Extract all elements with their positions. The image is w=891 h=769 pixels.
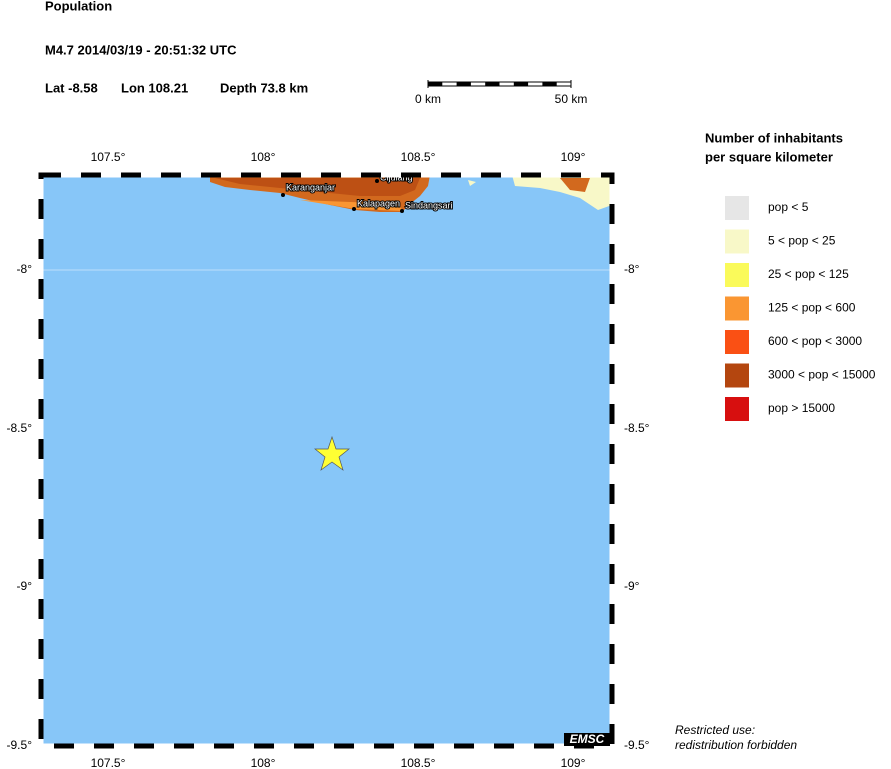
legend-title: Number of inhabitants <box>705 130 843 145</box>
legend-label: pop < 5 <box>768 200 809 214</box>
x-tick-label: 108° <box>251 150 276 164</box>
lon: Lon 108.21 <box>121 80 188 95</box>
lat: Lat -8.58 <box>45 80 98 95</box>
legend-swatch <box>725 330 749 354</box>
legend-label: pop > 15000 <box>768 401 835 415</box>
x-tick-label: 108° <box>251 756 276 769</box>
title: Population <box>45 0 112 13</box>
legend-label: 3000 < pop < 15000 <box>768 368 876 382</box>
land <box>300 200 402 211</box>
x-tick-label: 109° <box>561 756 586 769</box>
note: Restricted use: <box>675 723 755 737</box>
epicenter <box>314 435 350 471</box>
x-tick-label: 108.5° <box>401 756 436 769</box>
y-tick-label: -9° <box>17 579 33 593</box>
island <box>468 180 476 186</box>
map: Karanganjar Cijulang Kalapagen Sindangsa… <box>38 171 615 749</box>
y-tick-label: -9.5° <box>624 738 650 752</box>
x-tick-label: 107.5° <box>91 756 126 769</box>
legend-swatch <box>725 296 749 321</box>
scale-start: 0 km <box>415 92 441 106</box>
scale-end: 50 km <box>555 92 588 106</box>
city-label: Karanganjar <box>286 182 335 192</box>
legend-swatch <box>725 363 749 388</box>
note: redistribution forbidden <box>675 738 797 752</box>
y-tick-label: -9° <box>624 579 640 593</box>
y-tick-label: -8° <box>624 262 640 276</box>
y-tick-label: -8° <box>17 262 33 276</box>
city-label: Kalapagen <box>357 198 400 208</box>
y-tick-label: -8.5° <box>7 421 33 435</box>
legend-swatch <box>725 229 749 254</box>
legend-swatch <box>725 397 749 421</box>
city-label: Sindangsari <box>405 200 453 210</box>
x-tick-label: 107.5° <box>91 150 126 164</box>
x-tick-label: 108.5° <box>401 150 436 164</box>
legend-label: 25 < pop < 125 <box>768 267 849 281</box>
logo: EMSC <box>570 732 605 746</box>
y-tick-label: -9.5° <box>7 738 33 752</box>
x-tick-label: 109° <box>561 150 586 164</box>
scale-bar <box>427 80 572 88</box>
legend-label: 5 < pop < 25 <box>768 234 836 248</box>
land-dense <box>560 178 590 192</box>
legend-label: 125 < pop < 600 <box>768 301 856 315</box>
depth: Depth 73.8 km <box>220 80 308 95</box>
legend-swatch <box>725 196 749 220</box>
land-dense <box>215 178 420 196</box>
y-tick-label: -8.5° <box>624 421 650 435</box>
legend-swatch <box>725 263 749 287</box>
legend-label: 600 < pop < 3000 <box>768 334 862 348</box>
legend-title: per square kilometer <box>705 149 833 164</box>
logo-bg <box>564 733 610 746</box>
event-info: M4.7 2014/03/19 - 20:51:32 UTC <box>45 42 237 57</box>
